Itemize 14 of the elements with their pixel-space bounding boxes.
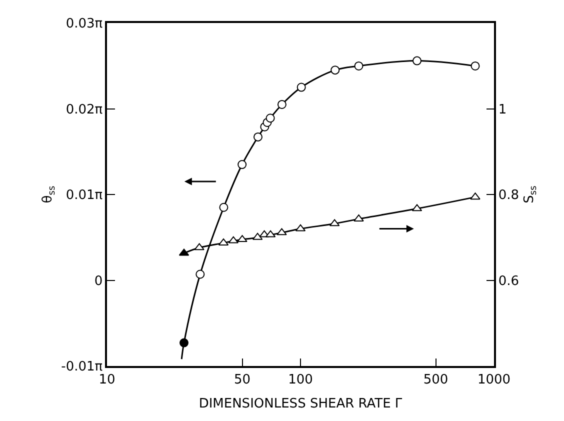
y-tick-label: 0 — [94, 274, 103, 289]
x-tick-label: 1000 — [477, 372, 511, 388]
y2-tick-label: 0.8 — [498, 188, 520, 204]
y2-tick-label: 0.6 — [498, 274, 520, 289]
y-tick-label: -0.01π — [61, 360, 103, 375]
x-tick-label: 10 — [98, 372, 116, 388]
y-tick-label: 0.03π — [66, 16, 103, 32]
y-tick-label: 0.02π — [66, 102, 103, 118]
x-axis-title: DIMENSIONLESS SHEAR RATE Γ — [198, 396, 403, 412]
x-tick-label: 100 — [288, 372, 313, 388]
x-tick-label: 500 — [423, 372, 448, 388]
x-tick-label: 50 — [234, 372, 251, 388]
y2-tick-label: 1 — [498, 102, 507, 118]
y-tick-label: 0.01π — [66, 188, 103, 204]
